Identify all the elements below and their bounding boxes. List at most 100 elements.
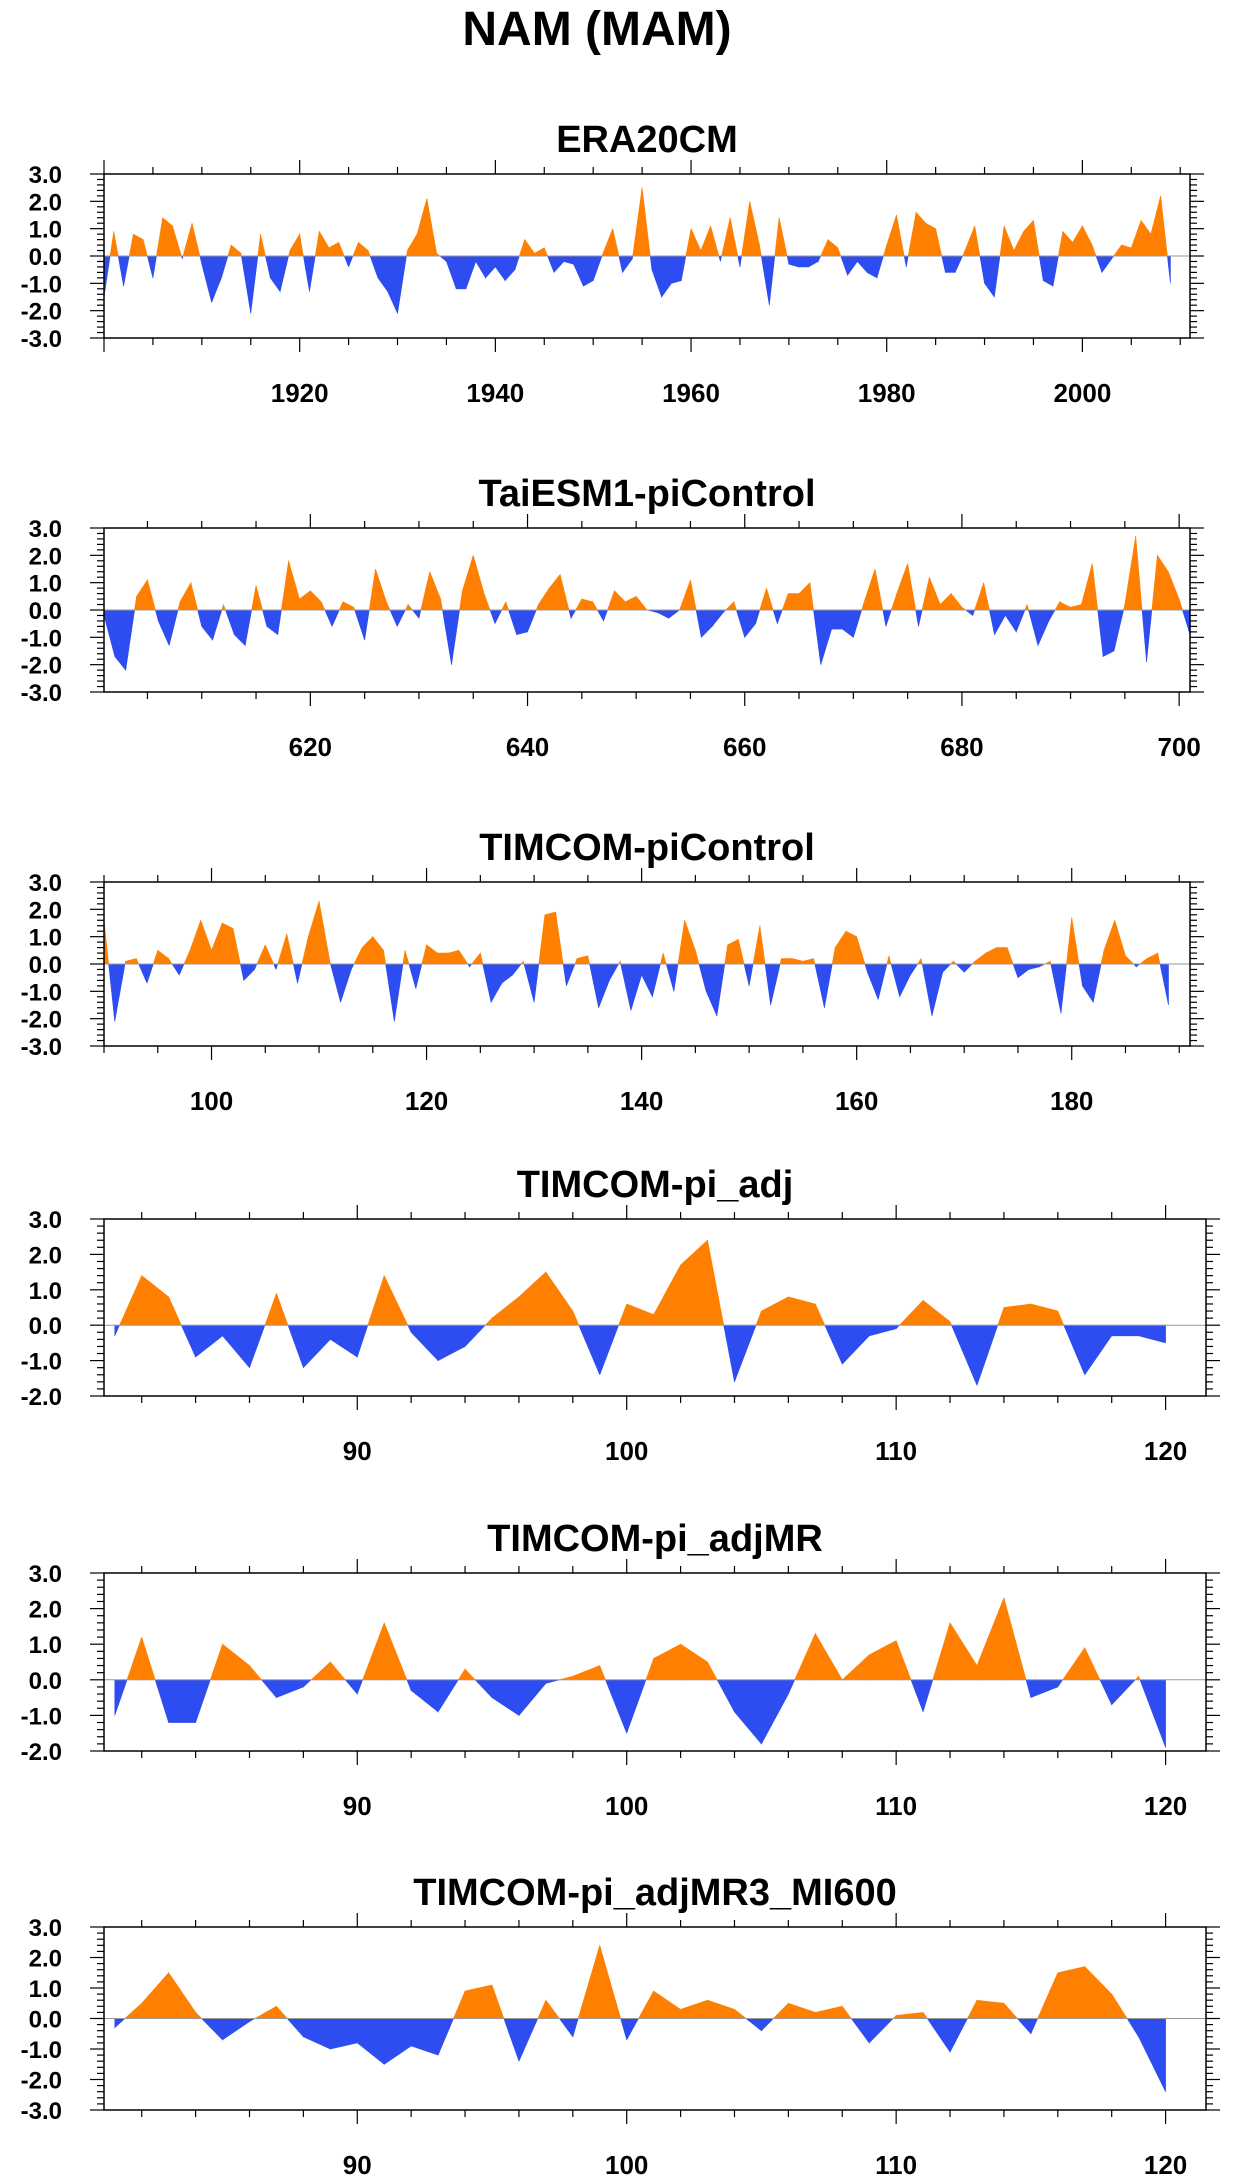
positive-area (1084, 1965, 1112, 2019)
positive-area (949, 1621, 978, 1681)
negative-area (146, 963, 154, 984)
positive-area (962, 250, 966, 257)
positive-area (125, 958, 137, 965)
positive-area (386, 601, 391, 611)
positive-area (653, 1264, 681, 1326)
negative-area (1025, 1679, 1032, 1698)
positive-area (612, 228, 620, 257)
negative-area (841, 1324, 870, 1365)
negative-area (817, 255, 822, 262)
negative-area (976, 1324, 999, 1386)
positive-area (1150, 195, 1161, 257)
negative-area (146, 255, 154, 278)
positive-area (635, 595, 648, 611)
negative-area (465, 255, 477, 289)
x-tick-label: 1920 (271, 378, 329, 408)
positive-area (645, 1658, 654, 1681)
positive-area (845, 930, 857, 965)
negative-area (890, 963, 900, 997)
negative-area (905, 255, 909, 267)
positive-area (781, 593, 789, 611)
positive-area (505, 601, 509, 611)
positive-area (368, 568, 376, 611)
positive-area (721, 217, 731, 257)
positive-area (421, 944, 427, 965)
positive-area (680, 1239, 708, 1326)
negative-area (138, 963, 148, 984)
negative-area (716, 1679, 735, 1712)
negative-area (114, 2018, 126, 2029)
x-tick-label: 1960 (662, 378, 720, 408)
negative-area (180, 1324, 196, 1358)
x-tick-label: 620 (289, 732, 332, 762)
negative-area (673, 963, 679, 992)
negative-area (680, 255, 687, 281)
positive-area (1091, 563, 1099, 611)
negative-area (114, 1324, 120, 1336)
negative-area (348, 255, 354, 268)
positive-area (168, 1296, 182, 1326)
positive-area (576, 955, 589, 965)
negative-area (168, 609, 179, 646)
negative-area (788, 1679, 796, 1695)
positive-area (157, 949, 169, 965)
negative-area (356, 1679, 364, 1695)
negative-area (303, 2018, 331, 2050)
positive-area (141, 1971, 169, 2019)
negative-area (265, 255, 271, 278)
positive-area (727, 938, 739, 965)
negative-area (211, 255, 222, 303)
negative-area (212, 609, 223, 641)
negative-area (566, 963, 576, 986)
negative-area (589, 963, 599, 1008)
negative-area (1057, 1679, 1064, 1688)
positive-area (695, 950, 700, 965)
positive-area (587, 955, 590, 965)
series-area (103, 536, 1191, 671)
positive-area (420, 571, 431, 611)
positive-area (320, 601, 326, 611)
negative-area (868, 1324, 897, 1337)
negative-area (276, 1679, 304, 1699)
positive-area (457, 1668, 466, 1681)
negative-area (764, 963, 771, 1006)
positive-area (896, 563, 908, 611)
positive-area (1026, 604, 1029, 611)
positive-area (1006, 947, 1014, 965)
negative-area (755, 609, 761, 624)
negative-area (620, 2018, 628, 2040)
positive-area (299, 590, 311, 611)
positive-area (939, 592, 952, 611)
positive-area (156, 217, 164, 257)
positive-area (195, 2011, 203, 2019)
y-tick-label: 0.0 (29, 2007, 62, 2034)
x-tick-label: 120 (405, 1086, 448, 1116)
negative-area (1092, 963, 1102, 1003)
positive-area (1167, 571, 1180, 611)
negative-area (942, 963, 952, 973)
positive-area (677, 920, 685, 965)
negative-area (618, 255, 623, 273)
negative-area (1182, 609, 1191, 635)
positive-area (607, 590, 615, 611)
series-area (114, 1597, 1166, 1748)
negative-area (695, 609, 702, 638)
negative-area (1017, 963, 1030, 979)
negative-area (387, 255, 398, 314)
positive-area (614, 590, 626, 611)
positive-area (152, 950, 159, 965)
negative-area (286, 2018, 304, 2038)
negative-area (847, 255, 858, 277)
negative-area (244, 609, 252, 646)
y-tick-label: 1.0 (29, 217, 62, 244)
positive-area (1033, 220, 1040, 257)
positive-area (1013, 231, 1024, 257)
y-tick-label: -1.0 (21, 271, 62, 298)
data-points (104, 536, 1190, 670)
positive-area (249, 1664, 263, 1681)
negative-area (489, 609, 496, 624)
x-tick-label: 160 (835, 1086, 878, 1116)
y-tick-label: -2.0 (21, 1007, 62, 1034)
negative-area (508, 609, 517, 635)
positive-area (404, 950, 410, 965)
